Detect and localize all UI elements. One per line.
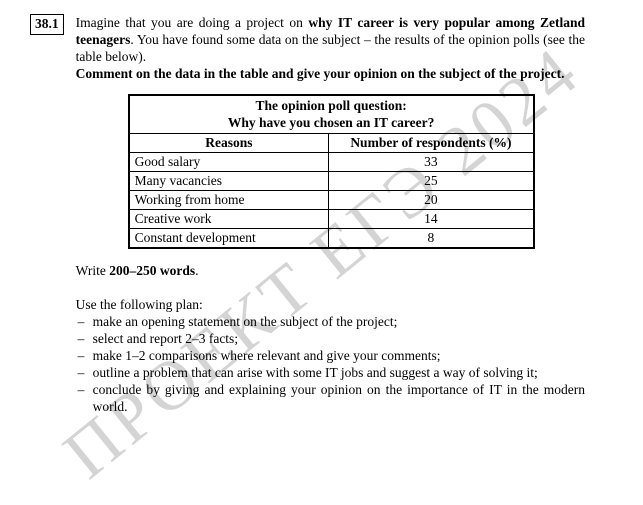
value-cell: 20: [328, 190, 535, 210]
list-item: – outline a problem that can arise with …: [76, 364, 585, 381]
plan-item-text: select and report 2–3 facts;: [92, 331, 239, 346]
task-content: 38.1 Imagine that you are doing a projec…: [30, 14, 585, 415]
write-pre: Write: [75, 263, 110, 278]
table-title-line1: The opinion poll question:: [255, 98, 407, 113]
plan-heading: Use the following plan:: [75, 297, 203, 312]
table-title-line2: Why have you chosen an IT career?: [227, 115, 435, 130]
table-header-row: Reasons Number of respondents (%): [128, 133, 535, 153]
plan-item-text: outline a problem that can arise with so…: [92, 365, 538, 380]
table-row: Constant development 8: [128, 228, 535, 249]
value-cell: 14: [328, 209, 535, 229]
intro-topic-bold: why IT career is very popular among Zetl…: [75, 15, 585, 47]
list-item: – make an opening statement on the subje…: [76, 313, 585, 330]
reason-cell: Creative work: [128, 209, 330, 229]
table-title-row: The opinion poll question: Why have you …: [128, 94, 535, 134]
opinion-poll-table: The opinion poll question: Why have you …: [127, 94, 535, 249]
dash-marker: –: [77, 314, 85, 329]
plan-item-text: conclude by giving and explaining your o…: [92, 382, 585, 414]
task-body: Imagine that you are doing a project on …: [76, 14, 585, 415]
reason-cell: Many vacancies: [128, 171, 330, 191]
dash-marker: –: [77, 382, 85, 397]
dash-marker: –: [77, 348, 85, 363]
plan-item-text: make 1–2 comparisons where relevant and …: [92, 348, 441, 363]
list-item: – select and report 2–3 facts;: [76, 330, 585, 347]
write-post: .: [195, 263, 199, 278]
table-row: Working from home 20: [128, 190, 535, 210]
intro-paragraph: Imagine that you are doing a project on …: [76, 14, 585, 65]
list-item: – conclude by giving and explaining your…: [76, 381, 585, 415]
table-title-cell: The opinion poll question: Why have you …: [128, 94, 535, 134]
reason-cell: Constant development: [128, 228, 330, 249]
plan-item-text: make an opening statement on the subject…: [92, 314, 398, 329]
instruction-paragraph: Comment on the data in the table and giv…: [75, 66, 565, 81]
value-cell: 8: [328, 228, 535, 249]
table-row: Creative work 14: [128, 209, 535, 229]
value-cell: 33: [328, 152, 535, 172]
value-cell: 25: [328, 171, 535, 191]
table-row: Many vacancies 25: [128, 171, 535, 191]
task-number-box: 38.1: [30, 14, 64, 35]
column-header-respondents: Number of respondents (%): [328, 133, 535, 153]
plan-list: – make an opening statement on the subje…: [76, 313, 585, 415]
word-count-bold: 200–250 words: [109, 263, 196, 278]
word-count-line: Write 200–250 words.: [76, 262, 585, 279]
column-header-reasons: Reasons: [128, 133, 330, 153]
intro-text-pre: Imagine that you are doing a project on: [75, 15, 309, 30]
task-number: 38.1: [35, 16, 59, 31]
intro-text-post: . You have found some data on the subjec…: [75, 32, 585, 64]
reason-cell: Working from home: [128, 190, 330, 210]
dash-marker: –: [77, 365, 85, 380]
table-row: Good salary 33: [128, 152, 535, 172]
reason-cell: Good salary: [128, 152, 330, 172]
list-item: – make 1–2 comparisons where relevant an…: [76, 347, 585, 364]
dash-marker: –: [77, 331, 85, 346]
